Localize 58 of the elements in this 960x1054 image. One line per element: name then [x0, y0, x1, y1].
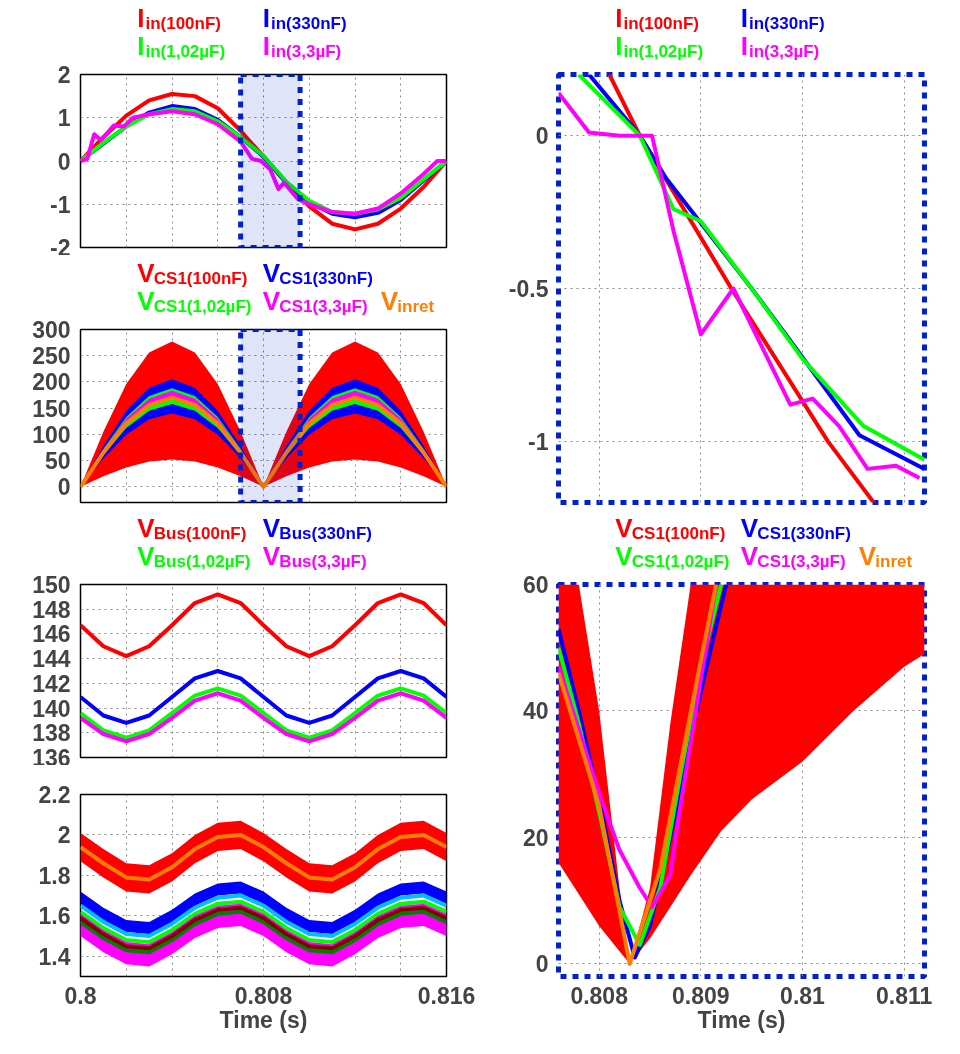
y-tick-label: 50 [44, 448, 71, 475]
x-tick-label: 0.8 [64, 982, 97, 1009]
y-tick-label: 200 [32, 369, 71, 396]
y-tick-label: 2 [57, 62, 71, 88]
line-series [80, 592, 447, 659]
y-tick-label: -0.5 [508, 276, 549, 302]
y-tick-label: 136 [32, 744, 71, 771]
x-axis-title: Time (s) [219, 1006, 308, 1033]
x-axis-title: Time (s) [697, 1006, 786, 1033]
y-tick-label: 140 [32, 695, 71, 722]
y-tick-label: 146 [32, 621, 71, 648]
y-tick-label: 150 [32, 395, 71, 422]
legend-label: VCS1(330nF) [262, 257, 373, 288]
y-tick-label: 142 [32, 670, 71, 697]
y-tick-label: 1.8 [38, 862, 71, 889]
x-tick-label: 0.81 [780, 982, 826, 1009]
y-tick-label: 150 [32, 572, 71, 598]
text: Iin(100nF) [137, 2, 221, 33]
y-tick-label: -1 [50, 191, 71, 218]
text: VBus(100nF) [137, 512, 247, 543]
y-tick-label: 144 [32, 646, 71, 673]
y-tick-label: -1 [528, 428, 549, 455]
y-tick-label: 250 [32, 343, 71, 370]
y-tick-label: 1.6 [38, 903, 71, 930]
y-tick-label: 0 [57, 474, 71, 501]
y-tick-label: 138 [32, 720, 71, 747]
y-tick-label: 100 [32, 421, 71, 448]
x-tick-label: 0.808 [234, 982, 293, 1009]
line-series [80, 899, 447, 945]
y-tick-label: 148 [32, 596, 71, 623]
series-label: VCS1(330nF) [740, 512, 851, 543]
y-tick-label: 2 [57, 822, 71, 849]
text: Vinret [858, 540, 913, 571]
y-tick-label: 300 [32, 317, 71, 343]
x-tick-label: 0.809 [672, 982, 730, 1009]
line-series [80, 893, 447, 939]
x-tick-label: 0.816 [417, 982, 476, 1009]
y-tick-label: 0 [535, 123, 549, 150]
line-series [80, 669, 447, 725]
x-tick-label: 0.811 [876, 982, 933, 1009]
y-tick-label: 0 [57, 148, 71, 175]
text: Iin(330nF) [740, 2, 825, 33]
x-tick-label: 0.808 [570, 982, 629, 1009]
text: VBus(330nF) [262, 512, 372, 543]
y-tick-label: 60 [522, 572, 549, 598]
text: Iin(330nF) [262, 2, 347, 33]
y-tick-label: -2 [50, 234, 71, 261]
y-tick-label: 1.4 [38, 943, 71, 970]
series-label: Iin(100nF) [615, 2, 699, 33]
y-tick-label: 1 [57, 105, 71, 132]
legend-label: VCS1(100nF) [615, 512, 726, 543]
y-tick-label: 20 [522, 824, 549, 851]
y-tick-label: 40 [522, 698, 549, 725]
y-tick-label: 2.2 [38, 782, 71, 808]
legend-label: VCS1(100nF) [137, 257, 248, 288]
line-series [80, 832, 447, 882]
y-tick-label: 0 [535, 951, 549, 978]
text: Vinret [380, 285, 435, 316]
